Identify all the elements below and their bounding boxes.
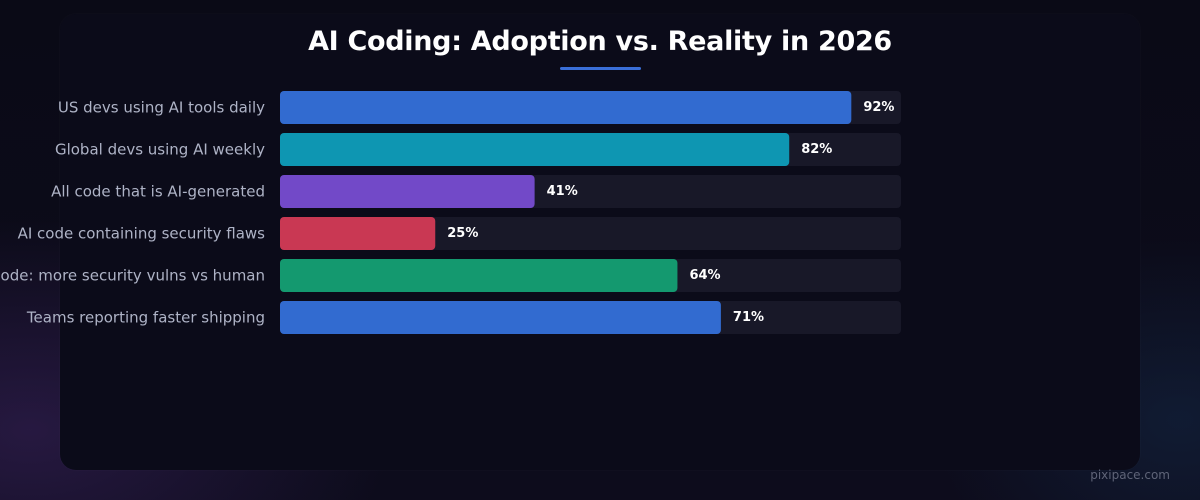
bar	[280, 217, 436, 250]
category-label: AI code containing security flaws	[18, 225, 266, 243]
bar	[280, 91, 852, 124]
category-label: All code that is AI-generated	[51, 183, 265, 201]
value-label: 64%	[689, 268, 720, 283]
category-labels: US devs using AI tools daily Global devs …	[0, 99, 265, 327]
bar	[280, 133, 790, 166]
value-label: 92%	[863, 100, 894, 115]
bar	[280, 175, 535, 208]
category-label: Global devs using AI weekly	[55, 141, 265, 159]
title-underline	[560, 67, 641, 70]
bar	[280, 259, 678, 292]
value-label: 25%	[447, 226, 478, 241]
watermark: pixipace.com	[1090, 468, 1170, 482]
chart-title: AI Coding: Adoption vs. Reality in 2026	[308, 26, 892, 57]
category-label: Teams reporting faster shipping	[26, 309, 265, 327]
category-label: US devs using AI tools daily	[58, 99, 265, 117]
value-label: 82%	[801, 142, 832, 157]
category-label: AI code: more security vulns vs human	[0, 267, 265, 285]
bar	[280, 301, 721, 334]
value-label: 41%	[547, 184, 578, 199]
value-label: 71%	[733, 310, 764, 325]
